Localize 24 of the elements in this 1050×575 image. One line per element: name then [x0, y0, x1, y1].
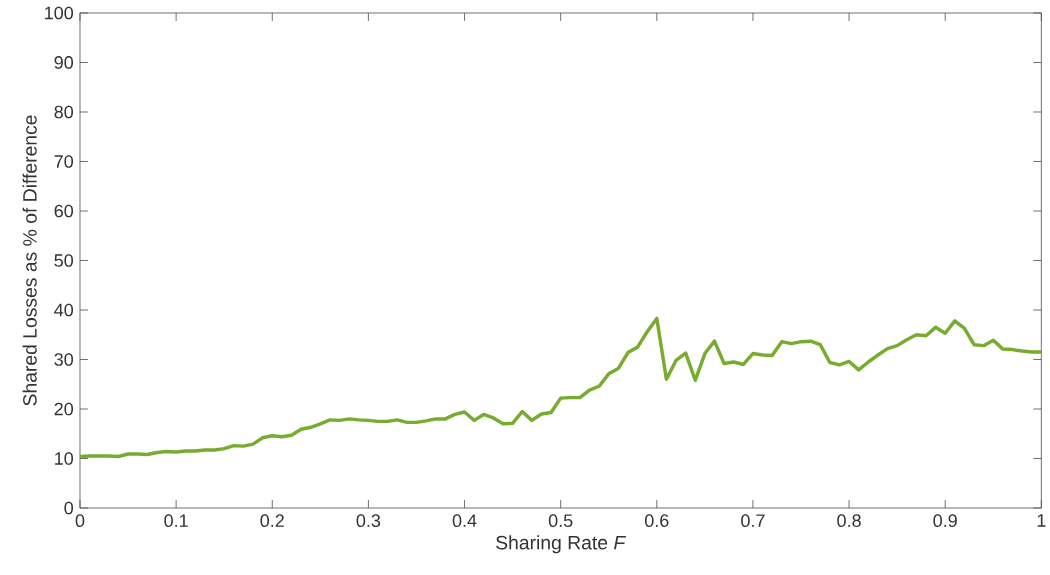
y-tick-label: 100 [45, 6, 74, 20]
x-tick-label: 0.1 [164, 514, 188, 527]
x-tick-label: 0.7 [741, 514, 765, 527]
y-axis-title: Shared Losses as % of Difference [22, 115, 37, 406]
x-tick-label: 0 [75, 514, 85, 527]
x-tick-label: 0.2 [260, 514, 284, 527]
y-tick-label: 40 [54, 303, 74, 317]
x-tick-label: 1 [1037, 514, 1046, 527]
x-tick-label: 0.9 [933, 514, 957, 527]
y-tick-label: 20 [54, 402, 74, 416]
x-tick-label: 0.8 [837, 514, 861, 527]
x-tick-label: 0.3 [356, 514, 381, 527]
y-tick-label: 70 [54, 155, 74, 168]
y-tick-label: 80 [54, 105, 74, 119]
y-tick-label: 90 [54, 56, 74, 69]
y-tick-label: 0 [64, 501, 74, 515]
y-tick-label: 30 [54, 353, 74, 366]
x-tick-label: 0.5 [548, 514, 573, 527]
y-tick-label: 50 [54, 254, 74, 267]
y-tick-label: 60 [54, 204, 74, 218]
x-tick-label: 0.4 [452, 514, 477, 527]
x-tick-label: 0.6 [645, 514, 669, 527]
y-tick-label: 10 [55, 452, 74, 465]
x-axis-title: Sharing Rate F [496, 535, 627, 554]
